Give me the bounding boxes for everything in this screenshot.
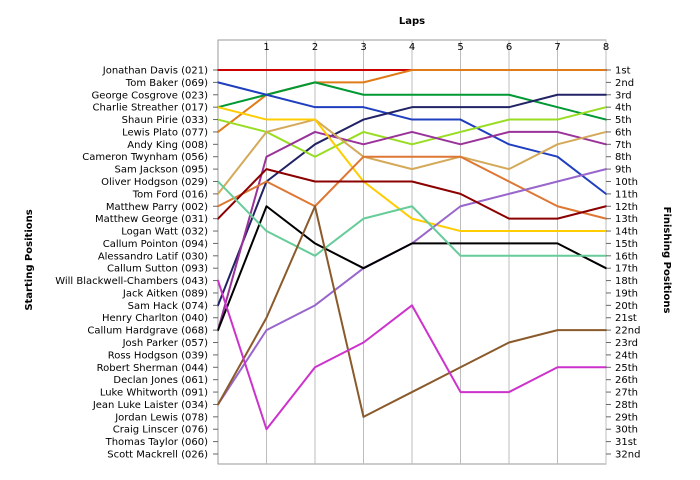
- series-line-16: [217, 279, 607, 431]
- vertical-gridlines: [266, 40, 607, 464]
- finishing-position-label: 13th: [615, 214, 638, 225]
- finishing-position-label: 1st: [615, 66, 631, 77]
- starting-position-label: Declan Jones (061): [113, 375, 208, 386]
- starting-position-label: Logan Watt (032): [121, 227, 208, 238]
- starting-position-label: Matthew Parry (002): [106, 202, 208, 213]
- finishing-position-label: 7th: [615, 140, 632, 151]
- finishing-position-label: 20th: [615, 301, 638, 312]
- series-line-9: [217, 106, 607, 233]
- finishing-position-label: 8th: [615, 152, 632, 163]
- finishing-position-label: 19th: [615, 288, 638, 299]
- lap-tick-label: 1: [263, 42, 269, 53]
- starting-position-label: Callum Sutton (093): [107, 264, 208, 275]
- finishing-position-label: 32nd: [615, 450, 640, 461]
- series-line-3: [217, 81, 607, 121]
- finishing-position-label: 25th: [615, 363, 638, 374]
- starting-position-label: Andy King (008): [127, 140, 208, 151]
- finishing-position-label: 11th: [615, 189, 638, 200]
- starting-position-label: Henry Charlton (040): [102, 313, 208, 324]
- lap-tick-label: 2: [312, 42, 318, 53]
- finishing-position-label: 17th: [615, 264, 638, 275]
- finishing-position-label: 21st: [615, 313, 637, 324]
- series-lines: [217, 69, 607, 431]
- starting-position-label: Craig Linscer (076): [113, 425, 208, 436]
- starting-position-label: Thomas Taylor (060): [105, 437, 208, 448]
- starting-position-label: George Cosgrove (023): [92, 90, 209, 101]
- finishing-position-label: 31st: [615, 437, 637, 448]
- finishing-position-label: 24th: [615, 350, 638, 361]
- starting-position-labels: Jonathan Davis (021)Tom Baker (069)Georg…: [55, 66, 218, 461]
- series-line-8: [217, 118, 607, 195]
- starting-position-label: Shaun Pirie (033): [122, 115, 208, 126]
- starting-position-label: Jean Luke Laister (034): [92, 400, 208, 411]
- starting-position-label: Luke Whitworth (091): [100, 388, 208, 399]
- finishing-position-label: 28th: [615, 400, 638, 411]
- finishing-position-label: 18th: [615, 276, 638, 287]
- series-line-15: [217, 205, 607, 418]
- lap-tick-label: 6: [506, 42, 512, 53]
- series-line-7: [217, 130, 607, 332]
- starting-position-label: Sam Jackson (095): [115, 165, 209, 176]
- series-line-12: [217, 168, 607, 220]
- finishing-position-label: 22nd: [615, 326, 640, 337]
- finishing-position-label: 15th: [615, 239, 638, 250]
- lap-tick-label: 4: [409, 42, 415, 53]
- starting-position-label: Callum Hardgrave (068): [87, 326, 208, 337]
- starting-position-label: Will Blackwell-Chambers (043): [55, 276, 208, 287]
- starting-position-label: Scott Mackrell (026): [107, 450, 208, 461]
- starting-position-label: Lewis Plato (077): [122, 127, 208, 138]
- starting-position-label: Jack Aitken (089): [122, 288, 208, 299]
- finishing-position-label: 14th: [615, 227, 638, 238]
- starting-position-label: Tom Baker (069): [125, 78, 208, 89]
- finishing-position-label: 6th: [615, 127, 632, 138]
- lap-tick-labels: 1 2 3 4 5 6 7 8: [263, 42, 609, 53]
- finishing-position-label: 23rd: [615, 338, 638, 349]
- finishing-position-label: 9th: [615, 165, 632, 176]
- finishing-position-label: 3rd: [615, 90, 632, 101]
- finishing-position-label: 10th: [615, 177, 638, 188]
- finishing-position-label: 16th: [615, 251, 638, 262]
- series-line-5: [217, 93, 607, 307]
- lap-tick-label: 8: [603, 42, 609, 53]
- right-axis-title: Finishing Positions: [661, 207, 672, 314]
- starting-position-label: Ross Hodgson (039): [108, 350, 208, 361]
- starting-position-label: Oliver Hodgson (029): [101, 177, 208, 188]
- left-axis-title: Starting Positions: [24, 209, 35, 310]
- series-line-13: [217, 205, 607, 332]
- starting-position-label: Josh Parker (057): [122, 338, 208, 349]
- lap-tick-label: 7: [554, 42, 560, 53]
- starting-position-label: Jonathan Davis (021): [102, 66, 208, 77]
- starting-position-label: Sam Hack (074): [128, 301, 208, 312]
- starting-position-label: Tom Ford (016): [132, 189, 208, 200]
- starting-position-label: Robert Sherman (044): [97, 363, 208, 374]
- starting-position-label: Charlie Streather (017): [93, 103, 209, 114]
- finishing-position-label: 12th: [615, 202, 638, 213]
- lap-tick-label: 5: [457, 42, 463, 53]
- series-line-14: [217, 180, 607, 257]
- series-line-10: [217, 155, 607, 220]
- finishing-position-label: 26th: [615, 375, 638, 386]
- starting-position-label: Matthew George (031): [95, 214, 208, 225]
- x-axis-title: Laps: [399, 16, 425, 27]
- finishing-position-label: 2nd: [615, 78, 634, 89]
- starting-position-label: Alessandro Latif (030): [98, 251, 208, 262]
- finishing-position-label: 4th: [615, 103, 632, 114]
- starting-position-label: Callum Pointon (094): [103, 239, 208, 250]
- finishing-position-labels: 1st2nd3rd4th5th6th7th8th9th10th11th12th1…: [606, 66, 640, 461]
- series-line-6: [217, 106, 607, 158]
- finishing-position-label: 27th: [615, 388, 638, 399]
- lap-tick-label: 3: [360, 42, 366, 53]
- finishing-position-label: 30th: [615, 425, 638, 436]
- starting-position-label: Cameron Twynham (056): [82, 152, 208, 163]
- starting-position-label: Jordan Lewis (078): [114, 412, 208, 423]
- finishing-position-label: 5th: [615, 115, 632, 126]
- finishing-position-label: 29th: [615, 412, 638, 423]
